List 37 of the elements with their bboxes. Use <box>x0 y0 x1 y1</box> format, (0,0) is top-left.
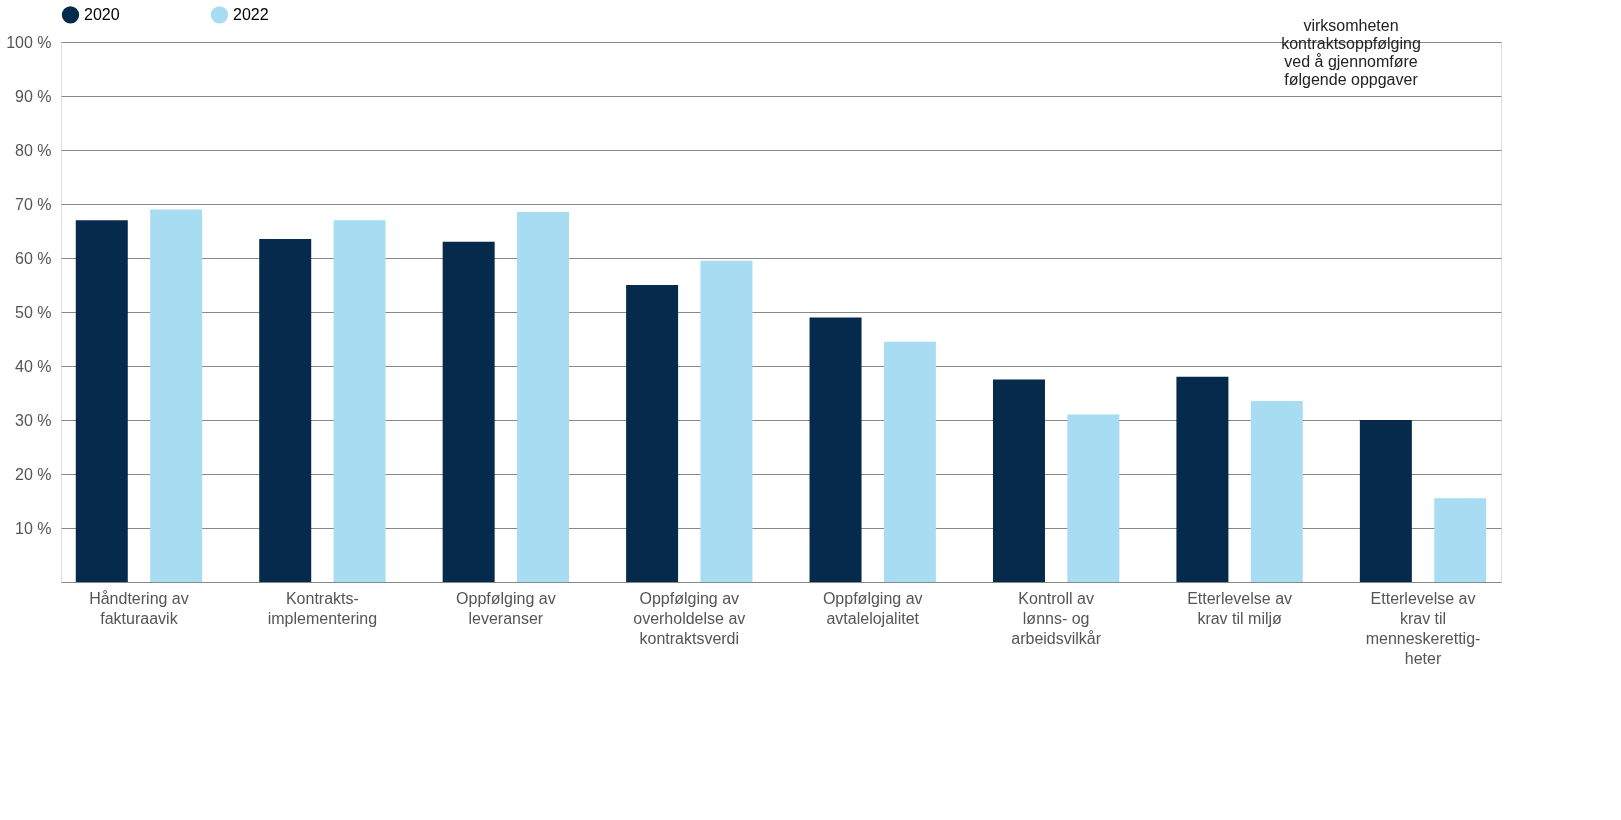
legend-label: 2020 <box>84 5 120 23</box>
y-tick-label: 30 % <box>15 411 52 429</box>
y-tick-label: 60 % <box>15 249 52 267</box>
y-tick-label: 80 % <box>15 141 52 159</box>
bar <box>75 220 128 582</box>
y-tick-label: 20 % <box>15 465 52 483</box>
bar <box>700 260 753 582</box>
bar <box>626 285 679 582</box>
annotation: virksomheten kontraktsoppfølging ved å gjennomføre følgende oppgaver <box>1281 17 1421 88</box>
y-tick-label: 100 % <box>6 33 52 51</box>
bar <box>259 239 312 582</box>
x-tick-label: Etterlevelse av krav til miljø <box>1187 589 1293 627</box>
legend-label: 2022 <box>233 5 269 23</box>
bar <box>1250 401 1303 582</box>
bar <box>1067 414 1120 582</box>
bar <box>517 212 570 582</box>
y-tick-label: 90 % <box>15 87 52 105</box>
y-tick-label: 10 % <box>15 519 52 537</box>
bar <box>883 341 936 582</box>
x-tick-label: Oppfølging av avtalelojalitet <box>822 589 923 627</box>
y-tick-label: 40 % <box>15 357 52 375</box>
x-tick-label: Kontrakts- implementering <box>267 589 378 627</box>
x-tick-label: Håndtering av fakturaavik <box>89 589 189 627</box>
x-tick-label: Etterlevelse av krav til menneskerettig- heter <box>1365 589 1481 667</box>
bar <box>1359 420 1412 582</box>
y-tick-label: 50 % <box>15 303 52 321</box>
bar <box>809 317 862 582</box>
bar <box>1176 376 1229 582</box>
bar <box>150 209 203 582</box>
x-tick-label: Oppfølging av leveranser <box>456 589 556 627</box>
bar <box>442 241 495 582</box>
bar <box>992 379 1045 582</box>
x-tick-label: Oppfølging av overholdelse av kontraktsverdi <box>633 589 746 647</box>
bar <box>1434 498 1487 582</box>
bar <box>333 220 386 582</box>
y-tick-label: 70 % <box>15 195 52 213</box>
x-tick-label: Kontroll av lønns- og arbeidsvilkår <box>1011 589 1102 647</box>
